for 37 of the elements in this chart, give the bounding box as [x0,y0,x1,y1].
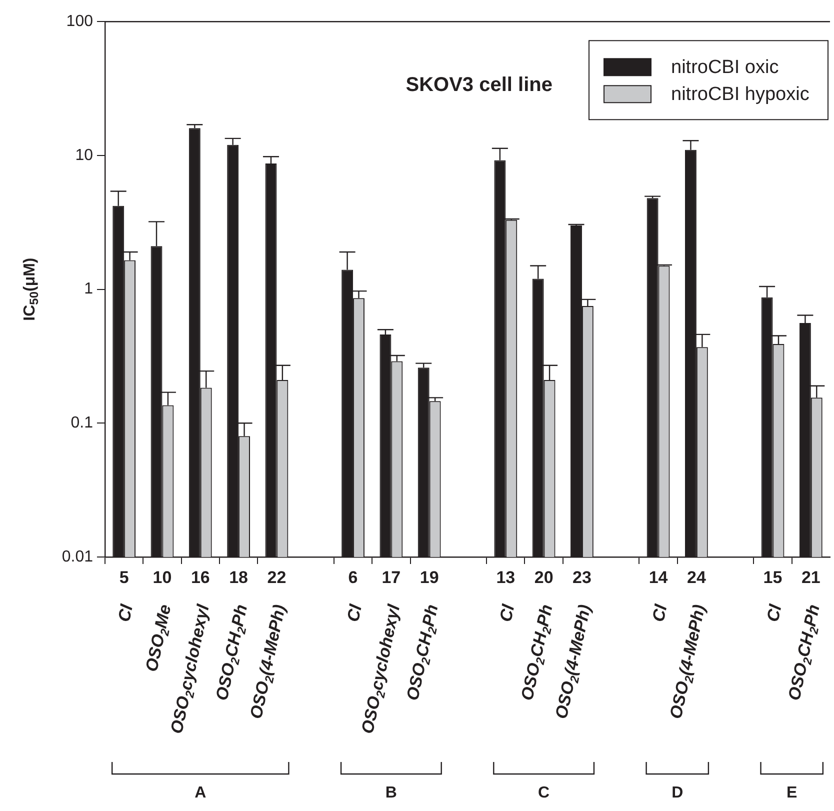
text: D [672,784,684,802]
x-tick-label: 24 [686,568,706,587]
x-tick-label: 22 [267,568,286,587]
text: Cl [343,602,366,624]
x-tick-label: 19 [420,568,439,587]
text: Cl [114,602,137,624]
x-tick-label: 16 [190,568,210,587]
text: OSO2CH2Ph [212,602,252,702]
x-tick-label: 10 [152,568,172,587]
y-tick-label: 100 [66,13,94,30]
x-tick-label: 15 [763,568,782,587]
y-tick-label: 0.1 [70,414,94,432]
y-tick-label: 0.01 [62,548,94,566]
x-tick-label: 5 [119,568,129,587]
x-tick-label: 14 [648,568,668,587]
text: C [538,784,550,802]
x-tick-label: 6 [348,568,358,587]
text: E [786,784,798,802]
x-tick-label: 18 [229,568,248,587]
y-axis-title: IC50(μM) [21,258,42,321]
x-tick-label: 13 [496,568,516,587]
text: OSO2CH2Ph [784,602,824,702]
legend-label: nitroCBI oxic [671,56,779,78]
text: SKOV3 cell line [406,74,552,96]
legend-label: nitroCBI hypoxic [671,84,810,105]
x-tick-label: 23 [572,568,592,587]
text: A [194,784,207,802]
x-tick-label: 21 [801,568,820,587]
text: OSO2CH2Ph [403,602,442,702]
y-tick-label: 10 [75,146,94,164]
text: OSO2Me [142,602,175,674]
x-tick-label: 17 [382,568,401,587]
text: Cl [763,602,786,624]
text: B [385,784,397,802]
text: Cl [496,602,518,624]
x-tick-label: 20 [534,568,554,587]
y-tick-label: 1 [84,280,94,298]
